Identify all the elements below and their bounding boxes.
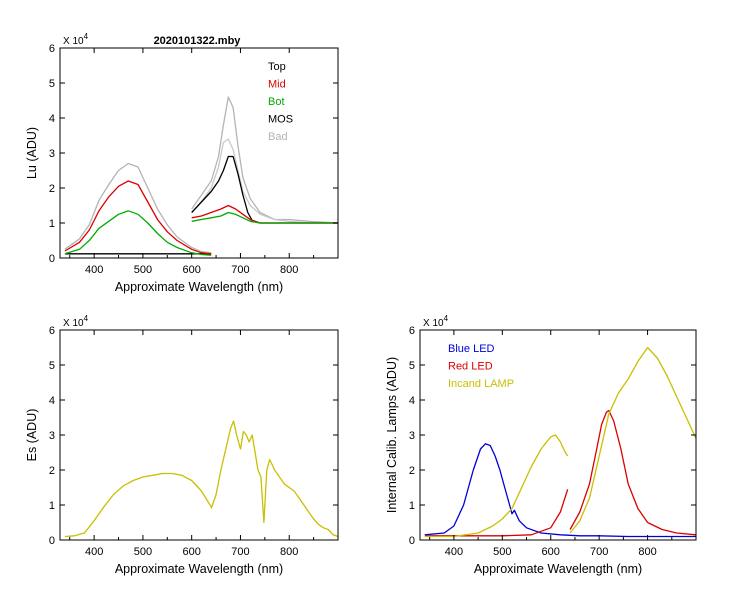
es-series-es-0 bbox=[64, 472, 212, 538]
lu-exponent-power: 4 bbox=[84, 32, 89, 41]
lu-y-tick-label: 6 bbox=[49, 43, 55, 55]
lu-legend-bad: Bad bbox=[268, 131, 288, 143]
lamps-x-axis-label: Approximate Wavelength (nm) bbox=[474, 562, 642, 576]
lamps-x-tick-label: 400 bbox=[445, 546, 463, 558]
es-series-es-1 bbox=[210, 420, 339, 538]
lamps-y-tick-label: 1 bbox=[409, 500, 415, 512]
lamps-y-tick-label: 5 bbox=[409, 360, 415, 372]
lu-legend-top: Top bbox=[268, 61, 286, 73]
lamps-y-tick-label: 0 bbox=[409, 535, 415, 547]
es-y-tick-label: 4 bbox=[49, 395, 55, 407]
lu-y-tick-label: 0 bbox=[49, 253, 55, 265]
lamps-legend-incand-lamp: Incand LAMP bbox=[448, 378, 514, 390]
lu-x-axis-label: Approximate Wavelength (nm) bbox=[115, 280, 283, 294]
lamps-series-red-led-1 bbox=[424, 489, 569, 537]
lu-exponent-label: X 104 bbox=[63, 32, 89, 47]
lu-y-tick-label: 3 bbox=[49, 148, 55, 160]
lamps-x-tick-label: 600 bbox=[542, 546, 560, 558]
es-exponent-power: 4 bbox=[84, 314, 89, 323]
lu-series-mid-5 bbox=[64, 180, 212, 255]
es-exponent-base: X 10 bbox=[63, 318, 84, 329]
es-y-tick-label: 6 bbox=[49, 325, 55, 337]
es-x-tick-label: 400 bbox=[85, 546, 103, 558]
lamps-x-tick-label: 700 bbox=[590, 546, 608, 558]
lamps-series-incand-lamp-4 bbox=[569, 346, 697, 534]
es-exponent-label: X 104 bbox=[63, 314, 89, 329]
lu-legend-mos: MOS bbox=[268, 114, 293, 126]
es-plot-frame bbox=[59, 329, 339, 541]
lamps-y-tick-label: 6 bbox=[409, 325, 415, 337]
es-x-tick-label: 800 bbox=[280, 546, 298, 558]
lamps-y-tick-label: 4 bbox=[409, 395, 415, 407]
lu-x-tick-label: 600 bbox=[183, 264, 201, 276]
lamps-exponent-base: X 10 bbox=[423, 318, 444, 329]
figure-title: 2020101322.mby bbox=[154, 35, 242, 47]
lu-series-bad-2 bbox=[191, 138, 338, 224]
lamps-y-tick-label: 2 bbox=[409, 465, 415, 477]
es-x-tick-label: 600 bbox=[183, 546, 201, 558]
es-y-tick-label: 3 bbox=[49, 430, 55, 442]
lamps-legend-blue-led: Blue LED bbox=[448, 343, 495, 355]
lu-x-tick-label: 700 bbox=[231, 264, 249, 276]
lu-exponent-base: X 10 bbox=[63, 36, 84, 47]
es-x-tick-label: 500 bbox=[134, 546, 152, 558]
lu-y-axis-label: Lu (ADU) bbox=[25, 127, 39, 179]
es-y-axis-label: Es (ADU) bbox=[25, 409, 39, 462]
lu-series-top-3 bbox=[191, 155, 338, 224]
es-y-tick-label: 1 bbox=[49, 500, 55, 512]
lamps-series-blue-led-0 bbox=[424, 443, 696, 538]
es-y-tick-label: 5 bbox=[49, 360, 55, 372]
lu-series-bot-7 bbox=[64, 210, 212, 256]
lu-y-tick-label: 5 bbox=[49, 78, 55, 90]
lamps-y-tick-label: 3 bbox=[409, 430, 415, 442]
lu-y-tick-label: 2 bbox=[49, 183, 55, 195]
es-y-tick-label: 2 bbox=[49, 465, 55, 477]
lamps-exponent-power: 4 bbox=[444, 314, 449, 323]
lu-y-tick-label: 1 bbox=[49, 218, 55, 230]
lu-legend-mid: Mid bbox=[268, 79, 286, 91]
lu-series-bad-1 bbox=[191, 96, 339, 224]
lamps-x-tick-label: 500 bbox=[493, 546, 511, 558]
lu-x-tick-label: 500 bbox=[134, 264, 152, 276]
lu-legend-bot: Bot bbox=[268, 96, 285, 108]
lamps-exponent-label: X 104 bbox=[423, 314, 449, 329]
lu-x-tick-label: 400 bbox=[85, 264, 103, 276]
es-x-axis-label: Approximate Wavelength (nm) bbox=[115, 562, 283, 576]
lamps-x-tick-label: 800 bbox=[638, 546, 656, 558]
lu-x-tick-label: 800 bbox=[280, 264, 298, 276]
es-x-tick-label: 700 bbox=[231, 546, 249, 558]
lamps-y-axis-label: Internal Calib. Lamps (ADU) bbox=[385, 357, 399, 513]
es-y-tick-label: 0 bbox=[49, 535, 55, 547]
lu-y-tick-label: 4 bbox=[49, 113, 55, 125]
lu-series-bot-8 bbox=[191, 211, 338, 224]
lamps-series-incand-lamp-3 bbox=[424, 434, 569, 538]
lamps-series-red-led-2 bbox=[569, 409, 697, 536]
lamps-legend-red-led: Red LED bbox=[448, 361, 493, 373]
lu-series-bad-0 bbox=[64, 162, 212, 254]
